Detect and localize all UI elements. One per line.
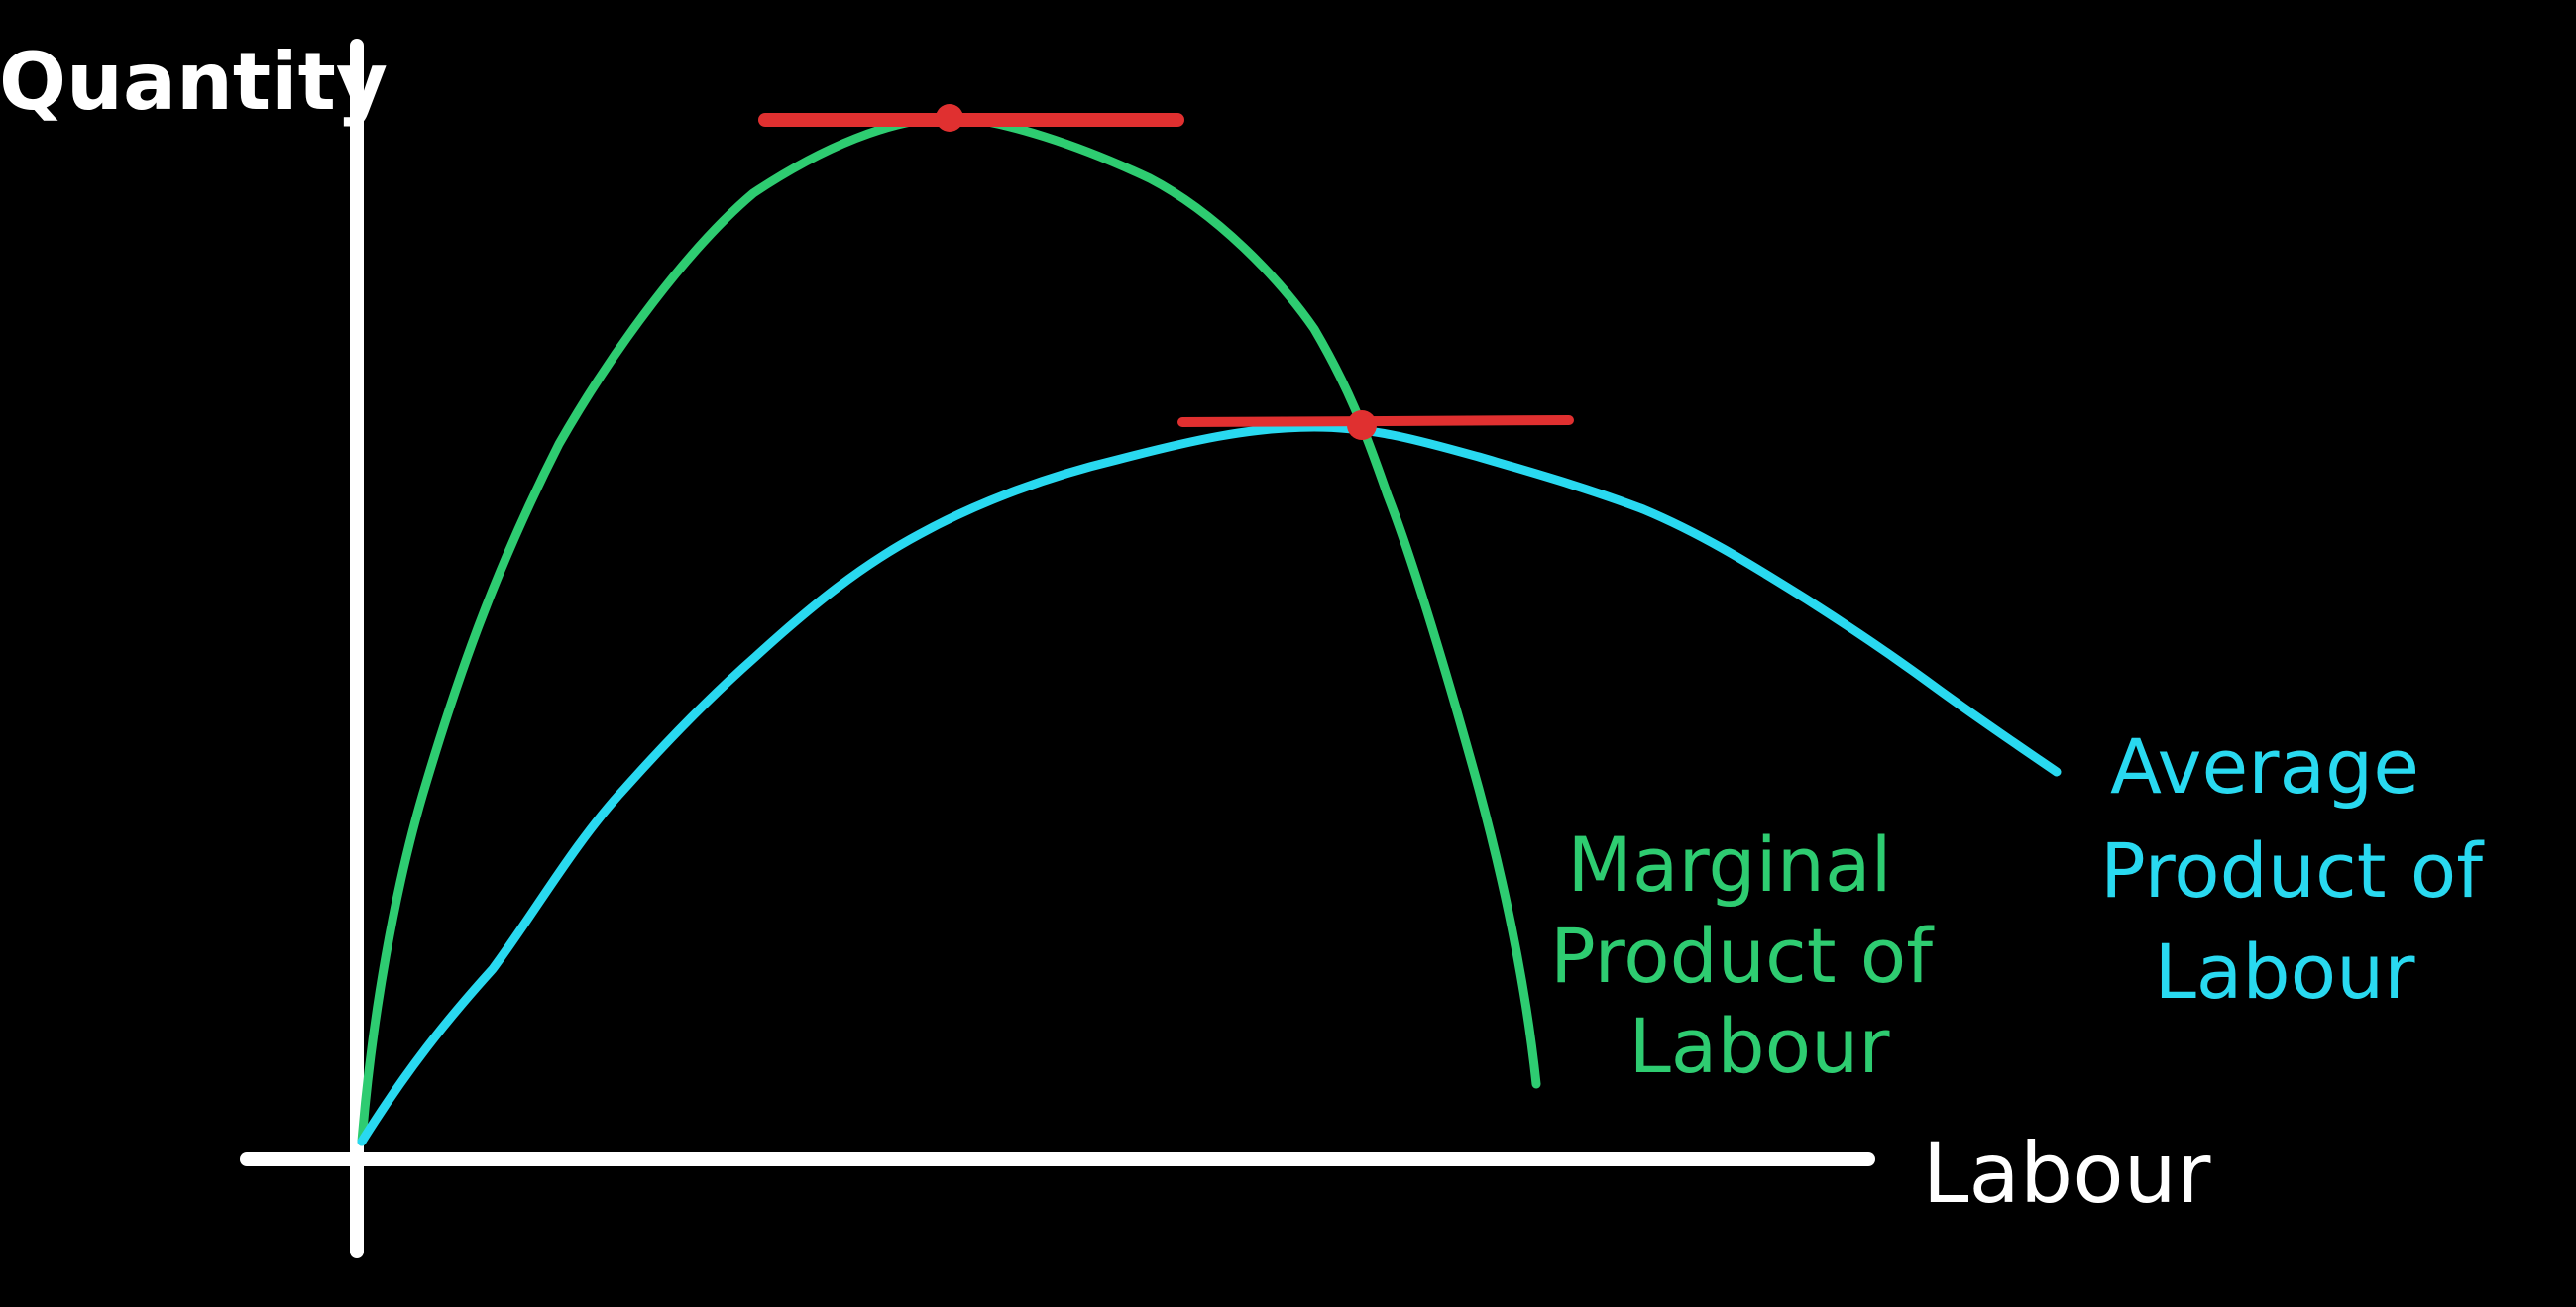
label-line: Labour bbox=[1628, 1002, 1890, 1090]
average-product-curve bbox=[357, 422, 2062, 1146]
y-axis-label: Quantity bbox=[0, 36, 388, 128]
marginal-product-label: Marginal Product of Labour bbox=[1550, 820, 1935, 1090]
label-line: Marginal bbox=[1567, 820, 1891, 909]
x-axis-label: Labour bbox=[1923, 1125, 2211, 1222]
label-line: Average bbox=[2110, 722, 2419, 811]
label-line: Labour bbox=[2154, 927, 2415, 1016]
label-line: Product of bbox=[1550, 912, 1935, 1000]
average-product-label: Average Product of Labour bbox=[2100, 722, 2485, 1016]
max-mp-point bbox=[936, 104, 963, 132]
label-line: Product of bbox=[2100, 826, 2485, 915]
intersection-point bbox=[1347, 410, 1377, 440]
